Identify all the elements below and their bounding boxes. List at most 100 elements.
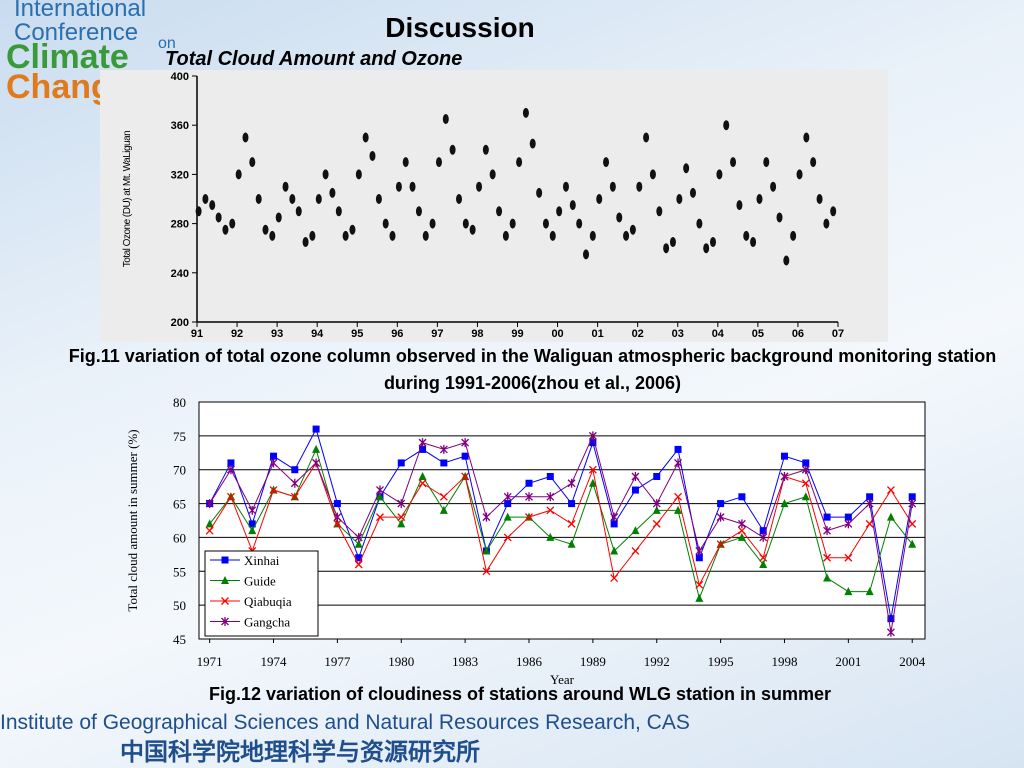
data-point <box>663 243 670 254</box>
slide-subtitle: Total Cloud Amount and Ozone <box>165 48 462 70</box>
marker <box>312 425 320 433</box>
marker <box>333 500 341 508</box>
marker <box>525 479 533 487</box>
x-tick-label: 1986 <box>516 654 543 669</box>
marker <box>205 519 214 528</box>
marker <box>801 479 810 488</box>
marker <box>567 539 576 548</box>
marker <box>695 546 704 556</box>
y-tick-label: 280 <box>171 219 189 231</box>
plot-frame <box>198 401 926 640</box>
series-line <box>209 461 913 587</box>
marker <box>674 492 682 501</box>
marker <box>865 499 874 509</box>
data-point <box>362 132 369 143</box>
y-axis-label: Total cloud amount in summer (%) <box>125 429 140 611</box>
marker <box>653 472 661 480</box>
marker <box>844 519 853 529</box>
marker <box>780 471 789 481</box>
data-point <box>242 132 249 143</box>
logo-text: Climate <box>6 38 129 76</box>
marker <box>588 478 597 487</box>
marker <box>439 444 448 454</box>
marker <box>695 580 704 589</box>
data-point <box>215 212 222 223</box>
marker <box>823 573 832 582</box>
x-tick-label: 96 <box>391 328 403 340</box>
marker <box>759 532 768 542</box>
data-point <box>810 157 817 168</box>
data-point <box>382 218 389 229</box>
data-point <box>415 206 422 217</box>
marker <box>290 492 299 501</box>
marker <box>333 512 342 522</box>
x-tick-label: 05 <box>752 328 764 340</box>
y-tick-label: 65 <box>173 497 186 512</box>
data-point <box>496 206 503 217</box>
x-tick-label: 1977 <box>324 654 351 669</box>
data-point <box>629 224 636 235</box>
slide-title: Discussion <box>385 12 534 43</box>
marker <box>865 587 874 596</box>
x-tick-label: 02 <box>632 328 644 340</box>
marker <box>482 546 491 555</box>
marker <box>397 499 406 509</box>
x-tick-label: 2004 <box>899 654 926 669</box>
marker <box>248 505 257 515</box>
marker <box>248 520 256 528</box>
marker <box>546 492 555 502</box>
marker <box>588 431 597 441</box>
data-point <box>476 181 483 192</box>
marker <box>418 479 427 488</box>
marker <box>631 526 640 535</box>
marker <box>674 458 682 468</box>
marker <box>844 513 852 521</box>
marker <box>801 465 810 475</box>
data-point <box>536 187 543 198</box>
data-point <box>596 194 603 204</box>
marker <box>397 459 405 467</box>
marker <box>589 439 597 447</box>
marker <box>503 512 512 521</box>
footer-chinese: 中国科学院地理科学与资源研究所 <box>120 737 480 766</box>
data-point <box>549 230 556 241</box>
marker <box>610 512 619 522</box>
marker <box>504 500 512 508</box>
x-tick-label: 06 <box>792 328 804 340</box>
logo-text: International <box>14 0 146 22</box>
data-point <box>816 194 823 204</box>
y-tick-label: 50 <box>173 598 186 613</box>
data-point <box>583 249 590 260</box>
data-point <box>683 163 690 174</box>
data-point <box>676 194 683 204</box>
marker <box>610 520 618 528</box>
marker <box>717 500 725 508</box>
x-tick-label: 91 <box>191 328 203 340</box>
data-point <box>756 194 763 204</box>
y-tick-label: 400 <box>171 71 189 83</box>
legend-marker <box>221 556 229 564</box>
data-point <box>703 243 710 254</box>
data-point <box>716 169 723 180</box>
marker <box>674 445 682 453</box>
marker <box>270 452 278 460</box>
data-point <box>315 194 322 204</box>
data-point <box>669 237 676 248</box>
marker <box>503 492 512 502</box>
marker <box>546 506 555 515</box>
marker <box>567 519 576 528</box>
data-point <box>429 218 436 229</box>
marker <box>354 532 363 542</box>
data-point <box>569 200 576 211</box>
data-point <box>803 132 810 143</box>
data-point <box>589 230 596 241</box>
y-tick-label: 320 <box>171 169 189 181</box>
data-point <box>255 194 262 204</box>
y-tick-label: 360 <box>171 120 189 132</box>
data-point <box>389 230 396 241</box>
caption: Fig.11 variation of total ozone column o… <box>68 346 997 393</box>
x-tick-label: 00 <box>551 328 563 340</box>
data-point <box>529 138 536 149</box>
